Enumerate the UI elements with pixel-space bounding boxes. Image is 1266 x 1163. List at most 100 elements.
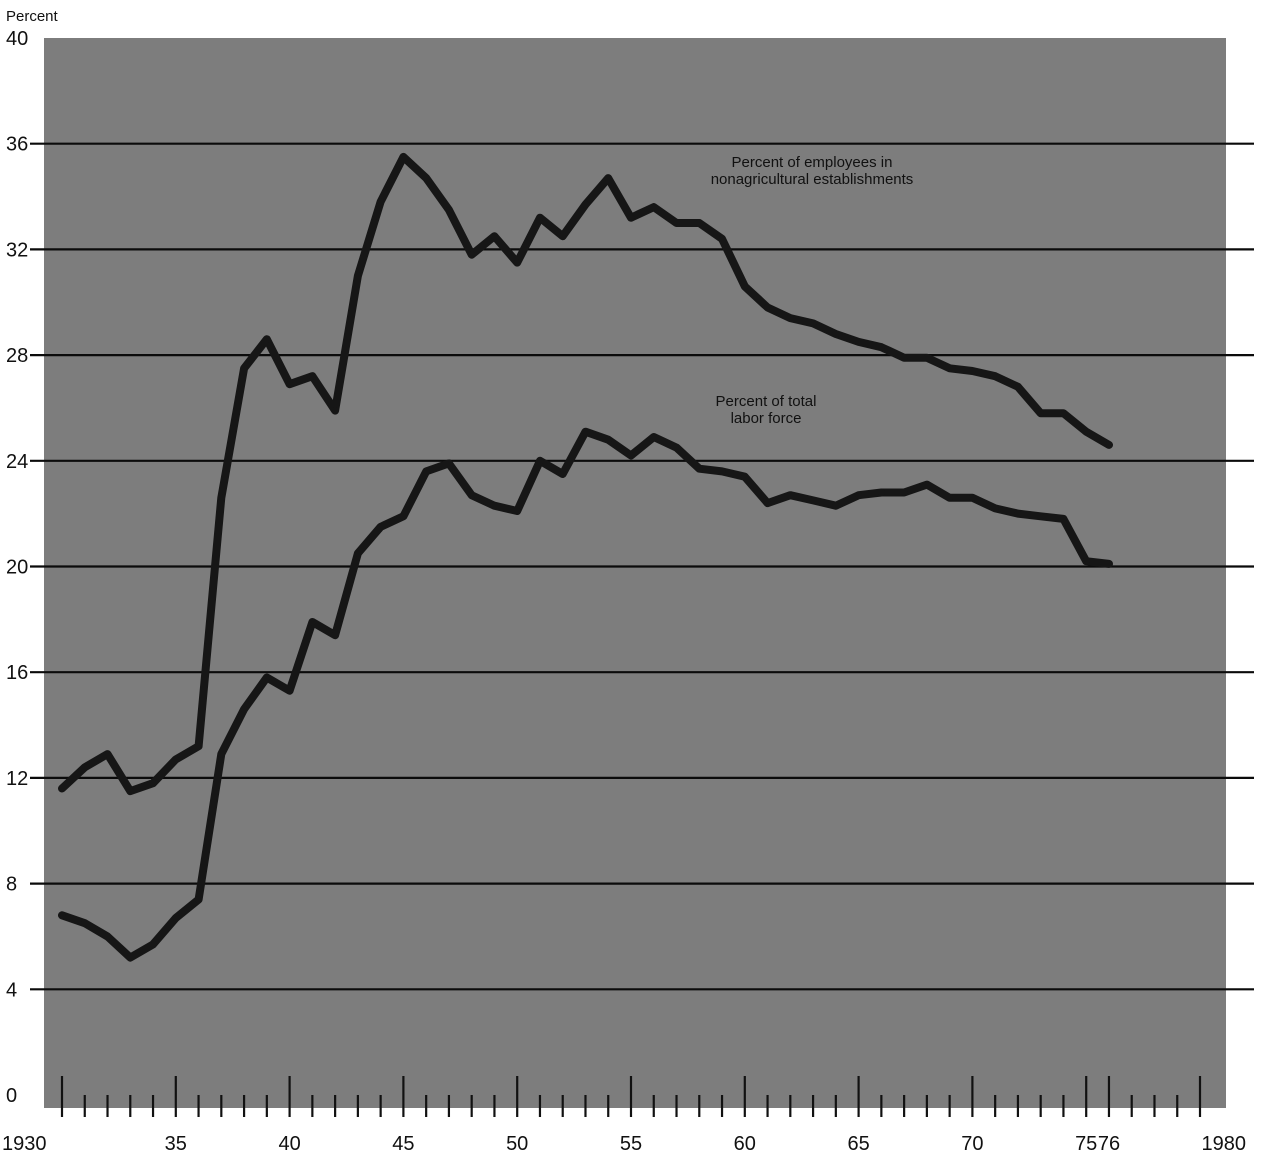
data-point [650, 433, 658, 441]
data-point [58, 784, 66, 793]
x-tick-label: 76 [1098, 1133, 1120, 1155]
data-point [991, 372, 999, 380]
data-point [126, 953, 134, 962]
data-point [741, 473, 749, 481]
data-point [1105, 560, 1113, 568]
data-point [354, 272, 362, 280]
data-point [263, 335, 271, 343]
x-tick-label: 40 [278, 1133, 300, 1155]
data-point [377, 523, 385, 531]
data-point [695, 219, 703, 227]
data-point [263, 673, 271, 682]
data-point [786, 491, 794, 499]
data-point [513, 507, 521, 515]
x-tick-label: 45 [392, 1133, 414, 1155]
data-point [103, 750, 112, 758]
data-point [581, 428, 590, 436]
data-point [877, 488, 885, 497]
data-point [832, 330, 840, 338]
plot-background [44, 38, 1226, 1108]
data-point [1014, 383, 1022, 391]
data-point [763, 499, 772, 507]
data-point [240, 705, 248, 713]
data-point [445, 206, 453, 214]
y-tick-label: 28 [6, 345, 28, 367]
x-axis-ticks [60, 1076, 1202, 1117]
data-point [832, 502, 840, 510]
data-point [672, 219, 681, 227]
data-point [946, 364, 954, 372]
data-point [1037, 409, 1045, 417]
data-point [81, 919, 89, 927]
x-tick-label: 65 [847, 1133, 869, 1155]
data-point [1082, 428, 1090, 436]
data-point [103, 932, 112, 941]
data-point [1105, 441, 1113, 449]
data-point [58, 911, 66, 919]
data-point [536, 457, 544, 465]
data-point [968, 494, 977, 502]
data-point [172, 755, 180, 764]
data-point [513, 259, 521, 267]
data-point [331, 631, 339, 639]
y-tick-label: 32 [6, 239, 28, 261]
data-point [718, 467, 726, 475]
data-point [855, 491, 863, 499]
data-point [399, 512, 407, 520]
x-tick-label: 75 [1075, 1133, 1097, 1155]
data-point [399, 153, 407, 161]
data-point [627, 451, 635, 460]
data-point [672, 443, 681, 452]
data-point [900, 354, 908, 362]
data-point [581, 200, 590, 209]
series-annotation: labor force [731, 410, 802, 427]
x-tick-label: 1930 [2, 1133, 47, 1155]
x-tick-label: 50 [506, 1133, 528, 1155]
data-point [126, 787, 134, 795]
data-point [1014, 510, 1022, 518]
data-point [991, 504, 999, 512]
data-point [422, 174, 430, 182]
data-point [149, 940, 157, 948]
data-point [422, 467, 430, 475]
data-point [240, 364, 248, 372]
x-tick-label: 60 [734, 1133, 756, 1155]
data-point [968, 367, 977, 375]
x-tick-label: 70 [961, 1133, 983, 1155]
data-point [650, 203, 658, 211]
y-tick-label: 0 [6, 1085, 17, 1107]
data-point [354, 549, 362, 557]
x-axis-tick-labels: 1930 35 40 45 50 55 60 65 70 75 76 1980 [2, 1133, 1246, 1155]
data-point [286, 687, 294, 695]
series-2 [58, 427, 1113, 962]
series-lines [58, 152, 1113, 962]
data-point [468, 251, 476, 259]
data-point [490, 232, 499, 240]
grid-lines [30, 142, 1254, 991]
data-point [172, 914, 180, 922]
y-axis-tick-labels: 0 4 8 12 16 20 24 28 32 36 40 [6, 28, 28, 1107]
data-point [217, 494, 225, 502]
x-tick-label: 1980 [1202, 1133, 1247, 1155]
data-point [377, 198, 385, 206]
data-point [900, 488, 908, 497]
data-point [490, 502, 499, 510]
data-point [81, 763, 89, 771]
data-point [627, 214, 635, 222]
data-point [946, 494, 954, 502]
data-point [763, 303, 772, 312]
y-tick-label: 8 [6, 874, 17, 896]
data-point [741, 282, 749, 290]
data-point [286, 380, 294, 388]
data-point [331, 406, 339, 415]
data-point [149, 779, 157, 787]
data-point [194, 742, 203, 750]
series-annotation: Percent of employees in [732, 154, 893, 171]
data-point [695, 465, 703, 473]
y-tick-label: 40 [6, 28, 28, 50]
data-point [217, 750, 225, 758]
y-tick-label: 4 [6, 979, 17, 1001]
